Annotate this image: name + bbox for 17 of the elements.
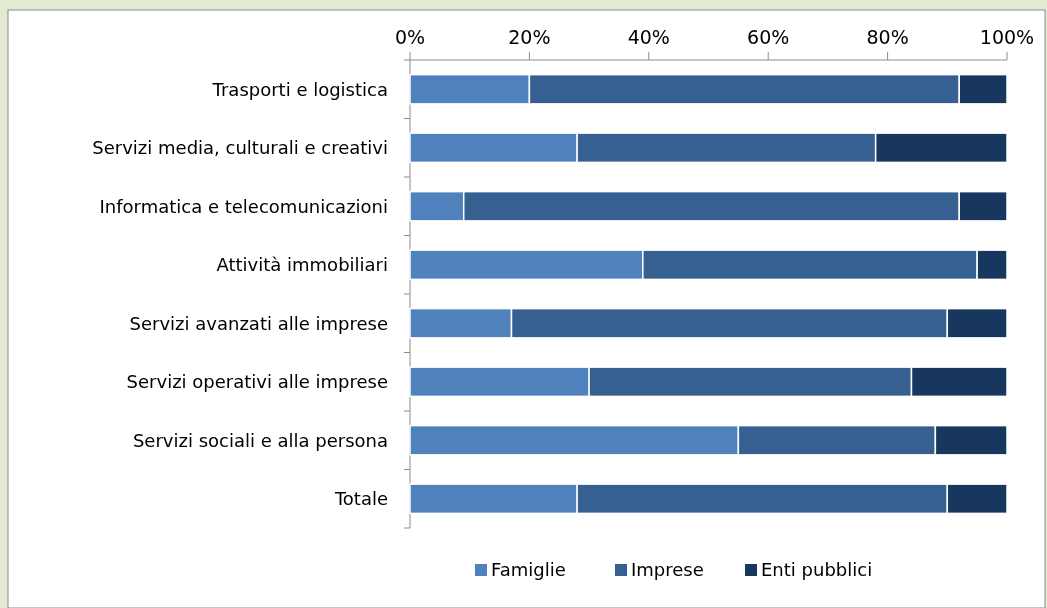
legend-label: Famiglie (491, 559, 566, 581)
legend-label: Enti pubblici (761, 559, 873, 581)
y-tick-label: Servizi sociali e alla persona (132, 429, 388, 451)
x-tick-label: 100% (979, 26, 1035, 48)
x-tick-label: 40% (627, 26, 670, 48)
y-tick-label: Servizi operativi alle imprese (126, 371, 388, 393)
y-tick-label: Servizi avanzati alle imprese (129, 312, 388, 334)
x-tick-label: 20% (508, 26, 551, 48)
y-tick-label: Totale (333, 488, 388, 510)
y-tick-label: Servizi media, culturali e creativi (92, 137, 388, 159)
y-tick-label: Attività immobiliari (216, 254, 388, 276)
y-tick-label: Trasporti e logistica (211, 78, 388, 100)
x-tick-label: 80% (866, 26, 909, 48)
x-tick-label: 0% (394, 26, 426, 48)
legend-label: Imprese (631, 559, 704, 581)
x-tick-label: 60% (747, 26, 790, 48)
y-tick-label: Informatica e telecomunicazioni (99, 195, 388, 217)
